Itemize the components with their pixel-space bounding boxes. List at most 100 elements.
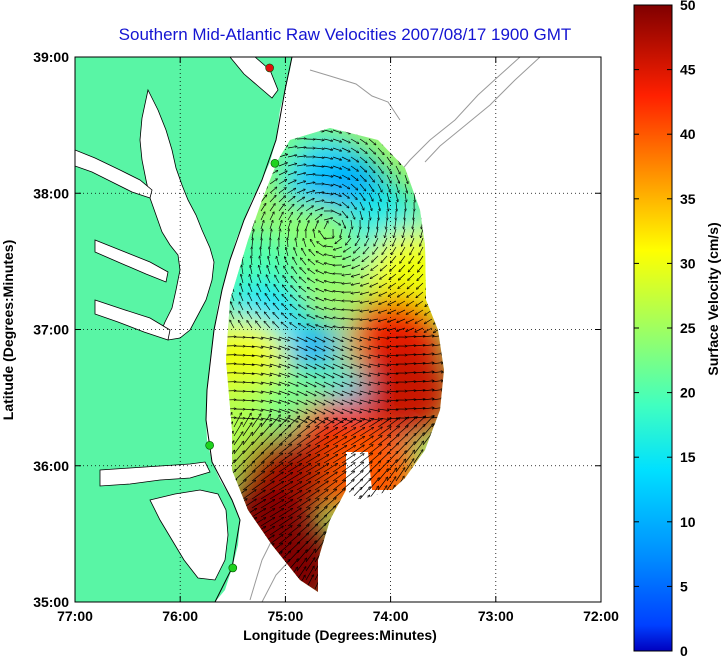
velocity-arrow [296, 408, 307, 414]
velocity-arrow [359, 408, 371, 412]
velocity-arrow [296, 345, 307, 351]
velocity-arrow [230, 320, 235, 329]
velocity-arrow [332, 437, 347, 446]
velocity-arrow [260, 195, 267, 203]
velocity-arrow [332, 408, 343, 413]
velocity-arrow [269, 509, 284, 518]
velocity-arrow [278, 354, 289, 359]
velocity-arrow [296, 417, 307, 423]
velocity-arrow [341, 174, 350, 179]
velocity-arrow [296, 156, 306, 157]
velocity-arrow [359, 419, 374, 428]
velocity-arrow [350, 399, 361, 404]
velocity-arrow [319, 231, 325, 239]
y-tick-label: 37:00 [33, 322, 69, 338]
colorbar-tick-label: 0 [680, 643, 688, 659]
velocity-arrow [360, 310, 370, 311]
velocity-arrow [341, 354, 352, 359]
velocity-arrow [372, 255, 379, 262]
velocity-arrow [274, 284, 280, 293]
x-tick-label: 76:00 [162, 608, 198, 624]
colorbar-tick-label: 40 [680, 126, 696, 142]
velocity-arrow [296, 516, 310, 527]
velocity-arrow [296, 213, 302, 221]
velocity-arrow [332, 399, 343, 404]
velocity-arrow [377, 372, 389, 375]
velocity-arrow [278, 179, 287, 185]
x-tick-label: 74:00 [373, 608, 409, 624]
velocity-arrow [386, 201, 388, 211]
velocity-arrow [324, 238, 334, 239]
velocity-arrow [323, 455, 338, 464]
velocity-arrow [307, 278, 316, 284]
velocity-arrow [278, 204, 284, 212]
x-tick-label: 73:00 [478, 608, 514, 624]
velocity-arrow [314, 148, 324, 149]
y-tick-label: 35:00 [33, 594, 69, 610]
velocity-arrow [251, 399, 263, 402]
velocity-arrow [278, 220, 282, 230]
velocity-arrow [313, 229, 316, 239]
velocity-arrow [314, 381, 325, 387]
velocity-arrow [284, 266, 289, 275]
velocity-arrow [377, 147, 384, 155]
velocity-arrow [260, 414, 271, 428]
velocity-arrow [260, 247, 261, 257]
velocity-arrow [342, 274, 352, 275]
velocity-arrow [376, 228, 379, 238]
velocity-arrow [360, 291, 370, 294]
velocity-arrow [269, 390, 281, 394]
velocity-arrow [251, 481, 265, 491]
velocity-arrow [314, 192, 324, 193]
velocity-arrow [256, 321, 262, 329]
velocity-arrow [359, 390, 371, 394]
velocity-arrow [377, 354, 389, 357]
velocity-arrow [350, 156, 359, 162]
velocity-arrow [343, 255, 352, 259]
velocity-arrow [314, 214, 322, 221]
velocity-arrow [242, 432, 253, 446]
velocity-arrow [305, 481, 319, 491]
velocity-arrow [283, 276, 289, 284]
velocity-arrow [251, 336, 263, 339]
velocity-arrow [260, 417, 272, 420]
velocity-arrow [383, 237, 388, 246]
velocity-arrow [397, 291, 406, 297]
velocity-arrow [368, 399, 380, 402]
velocity-arrow [299, 277, 307, 284]
velocity-arrow [422, 399, 434, 401]
velocity-arrow [352, 255, 361, 261]
velocity-arrow [305, 499, 319, 509]
velocity-arrow [287, 336, 298, 341]
velocity-arrow [240, 293, 244, 302]
velocity-arrow [422, 336, 434, 338]
velocity-arrow [296, 372, 307, 378]
velocity-arrow [269, 372, 281, 376]
velocity-arrow [431, 380, 443, 383]
velocity-arrow [323, 472, 337, 482]
velocity-arrow [386, 183, 390, 192]
velocity-arrow [333, 326, 343, 329]
velocity-arrow [260, 381, 272, 384]
velocity-arrow [350, 419, 365, 428]
velocity-arrow [377, 418, 391, 428]
velocity-arrow [305, 165, 315, 166]
velocity-arrow [333, 318, 343, 320]
colorbar [633, 4, 673, 652]
velocity-arrow [390, 264, 397, 271]
x-tick-label: 72:00 [583, 608, 619, 624]
velocity-arrow [388, 309, 397, 313]
velocity-arrow [378, 318, 388, 321]
velocity-arrow [248, 302, 253, 311]
velocity-arrow [332, 336, 343, 341]
velocity-arrow [278, 188, 286, 194]
velocity-arrow [296, 426, 310, 437]
velocity-arrow [287, 525, 301, 536]
velocity-arrow [324, 263, 334, 266]
colorbar-tick-label: 35 [680, 191, 696, 207]
velocity-arrow [351, 219, 352, 229]
velocity-arrow [377, 363, 389, 366]
velocity-arrow [368, 372, 380, 375]
velocity-arrow [317, 242, 325, 248]
velocity-arrow [350, 174, 358, 181]
